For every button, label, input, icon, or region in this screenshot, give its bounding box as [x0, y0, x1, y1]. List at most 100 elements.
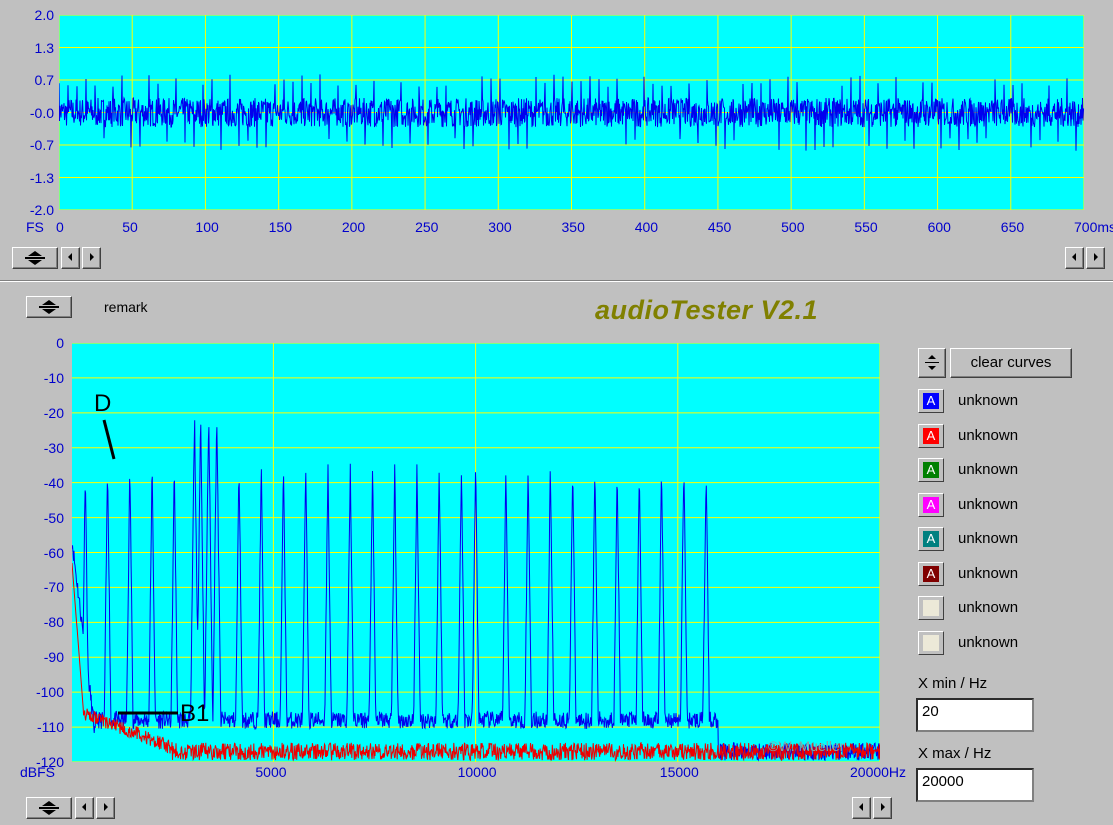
waveform-plot: [59, 15, 1084, 210]
legend-color-swatch[interactable]: A: [918, 423, 944, 448]
spectrum-y-tick: -90: [43, 649, 64, 666]
legend-color-swatch[interactable]: [918, 630, 944, 655]
app-title: audioTester V2.1: [595, 295, 819, 325]
waveform-x-tick: 0: [56, 219, 64, 235]
waveform-x-tick: 50: [122, 219, 138, 235]
spectrum-scroll-right-button[interactable]: [96, 797, 115, 819]
legend-label: unknown: [958, 530, 1019, 547]
xmin-input[interactable]: 20: [916, 698, 1034, 732]
waveform-x-tick: 700ms: [1074, 219, 1113, 235]
arrow-right-icon: [1094, 253, 1098, 261]
spectrum-plot: D B1 ©W. Mueller: [72, 343, 880, 762]
spectrum-bottom-updown-button[interactable]: [26, 797, 72, 819]
waveform-x-tick: 200: [341, 219, 366, 235]
waveform-y-tick: -1.3: [29, 169, 54, 186]
arrow-right-icon: [90, 253, 94, 261]
legend-color-swatch[interactable]: A: [918, 389, 944, 413]
legend-label: unknown: [958, 392, 1019, 409]
waveform-xscroll-left-button[interactable]: [1065, 247, 1084, 269]
legend-spin-button[interactable]: [918, 348, 946, 378]
spectrum-series-red: [72, 562, 880, 762]
arrow-left-icon: [1072, 253, 1076, 261]
legend-label: unknown: [958, 426, 1019, 444]
spectrum-y-tick: -30: [43, 439, 64, 456]
spectrum-y-tick: -80: [43, 614, 64, 631]
spectrum-xscroll-right-button[interactable]: [873, 797, 892, 819]
spectrum-y-tick: -40: [43, 474, 64, 491]
legend-color-chip: [923, 634, 939, 651]
legend-color-chip: A: [923, 565, 939, 582]
spectrum-scroll-left-button[interactable]: [75, 797, 94, 819]
waveform-x-tick: 550: [854, 219, 878, 235]
legend-label: unknown: [958, 495, 1019, 513]
annotation-d-label: D: [94, 390, 111, 417]
waveform-y-tick: 1.3: [34, 39, 54, 56]
waveform-x-tick: 400: [634, 219, 659, 235]
spectrum-x-tick: 15000: [659, 764, 699, 780]
updown-arrows-icon: [25, 251, 45, 265]
spectrum-xscroll-left-button[interactable]: [852, 797, 871, 819]
arrow-right-icon: [104, 803, 108, 811]
xmax-input[interactable]: 20000: [916, 768, 1034, 802]
spectrum-y-tick: -10: [43, 369, 64, 386]
legend-color-swatch[interactable]: A: [918, 492, 944, 517]
waveform-x-tick: 250: [415, 219, 439, 235]
legend-color-chip: A: [923, 496, 939, 513]
waveform-y-tick: -0.7: [29, 137, 54, 153]
spectrum-y-tick: -20: [43, 404, 64, 421]
legend-label: unknown: [958, 461, 1019, 478]
legend-color-chip: A: [923, 462, 939, 478]
spin-arrows-icon: [925, 355, 939, 370]
legend-label: unknown: [958, 633, 1019, 651]
watermark-text: ©W. Mueller: [768, 738, 845, 754]
xmax-label: X max / Hz: [918, 745, 992, 762]
legend-label: unknown: [958, 599, 1019, 616]
spectrum-y-tick: -110: [37, 719, 64, 736]
clear-curves-button[interactable]: clear curves: [950, 348, 1072, 378]
spectrum-y-tick: 0: [56, 335, 64, 351]
waveform-xscroll-right-button[interactable]: [1086, 247, 1105, 269]
legend-color-chip: [923, 600, 939, 616]
waveform-series-line: [59, 74, 1084, 151]
panel-divider: [0, 280, 1113, 281]
spectrum-x-tick: 5000: [255, 764, 287, 780]
waveform-x-tick: 600: [927, 219, 951, 235]
updown-arrows-icon: [39, 300, 59, 314]
spectrum-x-tick: 20000Hz: [850, 764, 907, 780]
spectrum-updown-button[interactable]: [26, 296, 72, 318]
waveform-x-tick: 150: [268, 219, 292, 235]
waveform-y-unit: FS: [26, 219, 44, 235]
arrow-left-icon: [859, 803, 863, 811]
waveform-y-tick: 0.7: [34, 72, 54, 88]
waveform-y-tick: -0.0: [29, 104, 54, 121]
waveform-scroll-left-button[interactable]: [61, 247, 80, 269]
waveform-x-tick: 500: [781, 219, 805, 235]
waveform-scroll-right-button[interactable]: [82, 247, 101, 269]
legend-color-swatch[interactable]: [918, 596, 944, 620]
spectrum-y-tick: -60: [43, 544, 64, 561]
waveform-y-tick: -2.0: [29, 202, 54, 218]
waveform-x-tick: 350: [561, 219, 585, 235]
spectrum-y-tick: -120: [35, 754, 64, 770]
arrow-left-icon: [82, 803, 86, 811]
legend-color-chip: A: [923, 531, 939, 547]
panel-divider-highlight: [0, 281, 1113, 282]
arrow-right-icon: [881, 803, 885, 811]
waveform-updown-button[interactable]: [12, 247, 58, 269]
spectrum-y-tick: -50: [43, 509, 64, 526]
legend-color-swatch[interactable]: A: [918, 458, 944, 482]
xmin-label: X min / Hz: [918, 675, 988, 692]
waveform-x-tick: 100: [195, 219, 219, 235]
spectrum-y-tick: -70: [43, 579, 64, 596]
waveform-y-tick: 2.0: [34, 7, 54, 23]
annotation-d-pointer: [102, 419, 116, 460]
remark-label: remark: [104, 299, 148, 315]
annotation-b1-label: B1: [180, 700, 209, 727]
spectrum-x-tick: 10000: [457, 764, 497, 780]
waveform-x-tick: 300: [488, 219, 512, 235]
legend-color-swatch[interactable]: A: [918, 561, 944, 586]
spectrum-y-unit: dBFS: [20, 764, 56, 780]
spectrum-y-tick: -100: [35, 684, 64, 701]
legend-color-swatch[interactable]: A: [918, 527, 944, 551]
legend-color-chip: A: [923, 427, 939, 444]
